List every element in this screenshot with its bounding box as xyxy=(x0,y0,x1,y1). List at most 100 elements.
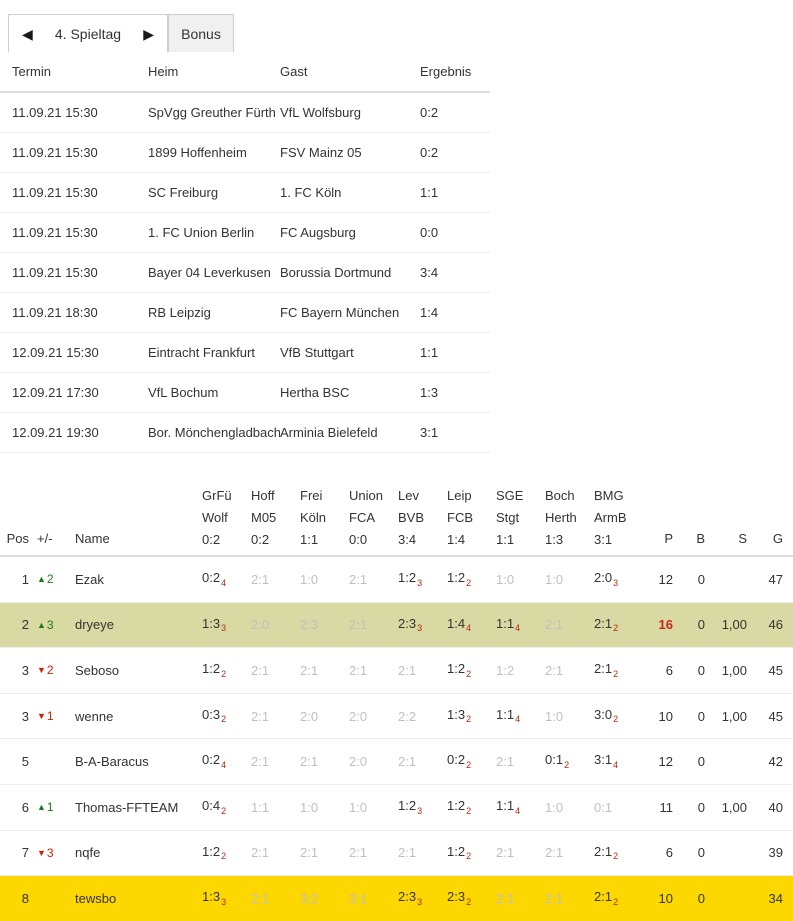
standings-tip-9: 2:12 xyxy=(594,602,643,649)
tip-score: 2:12 xyxy=(594,843,619,862)
match-gast: Arminia Bielefeld xyxy=(280,412,420,453)
standings-points: 10 xyxy=(643,876,681,921)
standings-col-match-8: Boch Herth 1:3 xyxy=(545,489,594,557)
standings-tip-6: 1:44 xyxy=(447,602,496,649)
match-away-abbr: FCB xyxy=(447,510,473,525)
standings-tip-7: 2:1 xyxy=(496,876,545,921)
tip-points: 4 xyxy=(515,714,521,725)
tip-score: 0:24 xyxy=(202,752,227,770)
standings-sieger xyxy=(713,876,755,921)
standings-table-body: 1 ▲2 Ezak 0:24 2:1 1:0 2:1 1:23 1:22 1:0 1:0 2:03 12… xyxy=(0,556,793,921)
match-termin: 11.09.21 15:30 xyxy=(0,132,148,173)
match-away-abbr: BVB xyxy=(398,510,425,525)
standings-pos: 7 xyxy=(0,830,33,877)
standings-tip-3: 2:1 xyxy=(300,830,349,877)
tip-points: 3 xyxy=(417,623,423,634)
standings-player-name[interactable]: nqfe xyxy=(67,830,202,877)
standings-tip-9: 3:14 xyxy=(594,738,643,785)
tip-points: 4 xyxy=(613,759,619,770)
tip-points: 2 xyxy=(613,714,619,725)
standings-player-name[interactable]: Ezak xyxy=(67,556,202,603)
standings-tip-4: 1:0 xyxy=(349,784,398,831)
match-row: 11.09.21 15:30 1. FC Union Berlin FC Augsb… xyxy=(0,212,490,253)
tip-score: 0:12 xyxy=(545,752,570,770)
standings-tip-4: 2:1 xyxy=(349,647,398,694)
tip-score: 2:3 xyxy=(300,617,319,633)
tip-score: 2:1 xyxy=(251,754,270,770)
tip-score: 2:2 xyxy=(398,708,417,724)
match-gast: Borussia Dortmund xyxy=(280,252,420,293)
tip-score: 1:0 xyxy=(545,799,564,815)
standings-player-name[interactable]: Thomas-FFTEAM xyxy=(67,784,202,831)
match-ergebnis: 3:1 xyxy=(420,412,490,453)
tip-score: 1:23 xyxy=(398,797,423,816)
match-away-abbr: Herth xyxy=(545,510,577,525)
tab-spieltag[interactable]: ◀ 4. Spieltag ▶ xyxy=(8,14,168,52)
standings-tip-8: 2:1 xyxy=(545,830,594,877)
tip-score: 1:22 xyxy=(447,661,472,679)
standings-col-match-6: Leip FCB 1:4 xyxy=(447,489,496,557)
match-away-abbr: FCA xyxy=(349,510,375,525)
tip-score: 1:22 xyxy=(202,661,227,679)
triangle-right-icon[interactable]: ▶ xyxy=(143,25,154,42)
standings-col-pos: Pos xyxy=(0,489,33,557)
standings-tip-5: 1:23 xyxy=(398,784,447,831)
tip-points: 3 xyxy=(417,805,423,816)
standings-row[interactable]: 6 ▲1 Thomas-FFTEAM 0:42 1:1 1:0 1:0 1:23 1:22 1:1… xyxy=(0,784,793,831)
tip-points: 2 xyxy=(564,759,570,770)
standings-tip-2: 2:1 xyxy=(251,830,300,877)
standings-player-name[interactable]: Seboso xyxy=(67,647,202,694)
tip-points: 3 xyxy=(221,896,227,907)
tip-points: 2 xyxy=(466,714,472,725)
tip-score: 0:42 xyxy=(202,797,227,816)
standings-player-name[interactable]: dryeye xyxy=(67,602,202,649)
match-heim: Bor. Mönchengladbach xyxy=(148,412,280,453)
tip-score: 2:1 xyxy=(349,845,368,861)
match-row: 11.09.21 15:30 1899 Hoffenheim FSV Mainz 0… xyxy=(0,132,490,173)
standings-row[interactable]: 1 ▲2 Ezak 0:24 2:1 1:0 2:1 1:23 1:22 1:0 1:0 2:03 12… xyxy=(0,556,793,603)
tabs-row: ◀ 4. Spieltag ▶ Bonus xyxy=(8,6,793,52)
standings-tip-1: 1:22 xyxy=(202,647,251,694)
tip-points: 2 xyxy=(466,896,472,907)
standings-tip-6: 2:32 xyxy=(447,876,496,921)
triangle-left-icon[interactable]: ◀ xyxy=(22,25,33,42)
match-gast: 1. FC Köln xyxy=(280,172,420,213)
match-result: 1:1 xyxy=(496,532,515,547)
standings-player-name[interactable]: wenne xyxy=(67,693,202,740)
standings-player-name[interactable]: B-A-Baracus xyxy=(67,738,202,785)
standings-player-name[interactable]: tewsbo xyxy=(75,890,117,906)
standings-row[interactable]: 7 ▼3 nqfe 1:22 2:1 2:1 2:1 2:1 1:22 2:1 2:1 2:12 6 0 3… xyxy=(0,830,793,877)
tip-score: 0:22 xyxy=(447,752,472,770)
tab-bonus[interactable]: Bonus xyxy=(168,14,234,52)
standings-sieger: 1,00 xyxy=(713,602,755,649)
standings-tip-4: 2:1 xyxy=(349,602,398,649)
match-home-abbr: BMG xyxy=(594,488,624,503)
match-gast: VfB Stuttgart xyxy=(280,332,420,373)
standings-tip-7: 1:2 xyxy=(496,647,545,694)
standings-row[interactable]: 8 tewsbo 1:33 2:1 3:2 3:1 2:33 2:32 2:1 2:1 2:12 10… xyxy=(0,875,793,921)
match-ergebnis: 1:1 xyxy=(420,332,490,373)
standings-row[interactable]: 3 ▼2 Seboso 1:22 2:1 2:1 2:1 2:1 1:22 1:2 2:1 2:12 6… xyxy=(0,647,793,694)
tip-score: 0:32 xyxy=(202,706,227,725)
standings-tip-2: 2:1 xyxy=(251,556,300,603)
standings-row[interactable]: 3 ▼1 wenne 0:32 2:1 2:0 2:0 2:2 1:32 1:14 1:0 3:02 1… xyxy=(0,693,793,740)
tip-points: 2 xyxy=(466,577,472,588)
standings-tip-9: 0:1 xyxy=(594,784,643,831)
standings-pos: 8 xyxy=(21,890,29,906)
tip-points: 3 xyxy=(417,896,423,907)
match-home-abbr: SGE xyxy=(496,488,524,503)
tip-score: 1:14 xyxy=(496,706,521,725)
standings-tip-5: 2:33 xyxy=(398,876,447,921)
tip-score: 2:0 xyxy=(349,754,368,770)
tip-score: 1:0 xyxy=(545,571,564,587)
standings-tip-6: 1:32 xyxy=(447,693,496,740)
standings-tip-2: 2:1 xyxy=(251,738,300,785)
standings-movement-value: 3 xyxy=(46,617,54,632)
standings-tip-7: 1:14 xyxy=(496,784,545,831)
standings-row[interactable]: 5 B-A-Baracus 0:24 2:1 2:1 2:0 2:1 0:22 2:1 0:12 3… xyxy=(0,738,793,785)
match-heim: VfL Bochum xyxy=(148,372,280,413)
standings-tip-1: 0:42 xyxy=(202,784,251,831)
tip-score: 2:0 xyxy=(349,708,368,724)
standings-points-value: 11 xyxy=(659,799,674,815)
standings-row[interactable]: 2 ▲3 dryeye 1:33 2:0 2:3 2:1 2:33 1:44 1:14 2:1 2:1… xyxy=(0,602,793,649)
